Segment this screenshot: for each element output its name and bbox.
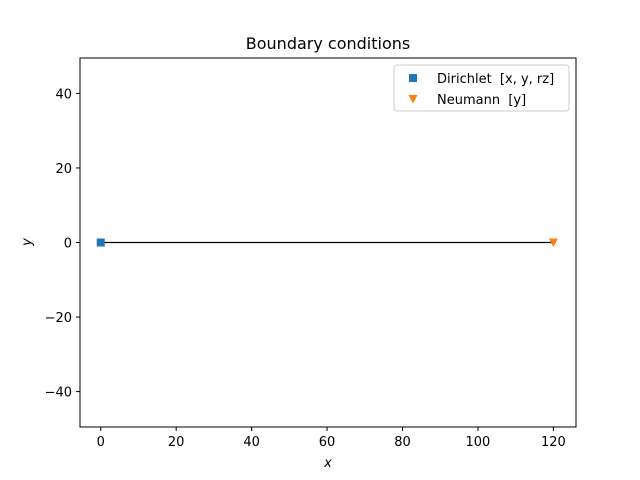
chart-title: Boundary conditions [246, 34, 410, 53]
x-tick-label: 60 [319, 435, 336, 450]
y-tick-label: −40 [45, 386, 72, 401]
y-tick-label: 20 [55, 162, 72, 177]
y-tick-label: 40 [55, 87, 72, 102]
data-point-2-1 [548, 238, 558, 247]
legend-label: Neumann [y] [437, 93, 526, 108]
y-tick-label: −20 [45, 311, 72, 326]
x-tick-label: 100 [466, 435, 491, 450]
legend-marker-2 [408, 95, 418, 104]
x-tick-label: 20 [168, 435, 185, 450]
legend: Dirichlet [x, y, rz] Neumann [y] [393, 64, 570, 112]
x-tick-label: 120 [541, 435, 566, 450]
x-axis-label: x [323, 456, 332, 471]
data-point-1-1 [96, 238, 105, 247]
legend-label: Dirichlet [x, y, rz] [437, 72, 554, 87]
y-axis-label: y [20, 238, 35, 247]
legend-marker-1 [409, 74, 417, 82]
y-tick-label: 0 [64, 237, 72, 252]
x-axis: 0 20 40 60 80 100 120 [97, 427, 566, 450]
plot-area [96, 238, 558, 247]
legend-box [393, 64, 570, 112]
x-tick-label: 0 [97, 435, 105, 450]
x-tick-label: 40 [243, 435, 260, 450]
x-tick-label: 80 [394, 435, 411, 450]
y-axis: −40 −20 0 20 40 [45, 87, 80, 401]
